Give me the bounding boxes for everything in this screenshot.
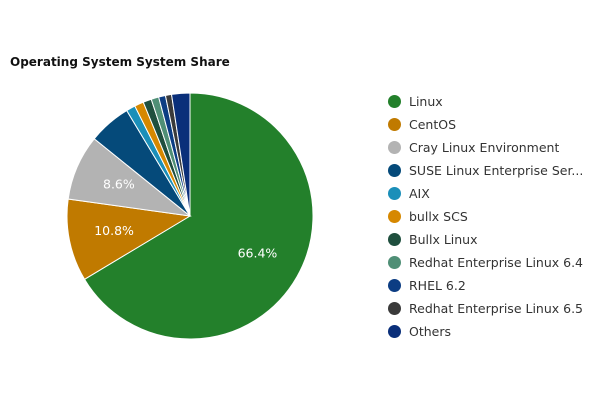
- pie-chart: 66.4% 10.8% 8.6%: [66, 92, 314, 340]
- legend-item-redhat-enterprise-linux-6-4[interactable]: Redhat Enterprise Linux 6.4: [388, 251, 583, 274]
- legend-swatch: [388, 233, 401, 246]
- legend-item-others[interactable]: Others: [388, 320, 583, 343]
- legend-label: bullx SCS: [409, 209, 468, 224]
- legend-item-redhat-enterprise-linux-6-5[interactable]: Redhat Enterprise Linux 6.5: [388, 297, 583, 320]
- legend-item-bullx-linux[interactable]: Bullx Linux: [388, 228, 583, 251]
- legend-item-rhel-6-2[interactable]: RHEL 6.2: [388, 274, 583, 297]
- legend-label: SUSE Linux Enterprise Ser...: [409, 163, 584, 178]
- pie-slice-centos: [66, 198, 192, 280]
- chart-title: Operating System System Share: [10, 55, 230, 69]
- legend-item-bullx-scs[interactable]: bullx SCS: [388, 205, 583, 228]
- legend-label: Redhat Enterprise Linux 6.4: [409, 255, 584, 270]
- legend-item-centos[interactable]: CentOS: [388, 113, 583, 136]
- legend-swatch: [388, 118, 401, 131]
- data-label-centos: 10.8%: [94, 223, 134, 238]
- legend: Linux CentOS Cray Linux Environment SUSE Li…: [388, 90, 583, 343]
- pie-slice-others: [170, 92, 191, 217]
- legend-swatch: [388, 187, 401, 200]
- legend-swatch: [388, 95, 401, 108]
- legend-label: AIX: [409, 186, 430, 201]
- legend-swatch: [388, 164, 401, 177]
- legend-item-aix[interactable]: AIX: [388, 182, 583, 205]
- data-label-linux: 66.4%: [238, 246, 278, 261]
- legend-item-linux[interactable]: Linux: [388, 90, 583, 113]
- legend-label: Cray Linux Environment: [409, 140, 560, 155]
- legend-label: Linux: [409, 94, 443, 109]
- legend-label: Redhat Enterprise Linux 6.5: [409, 301, 584, 316]
- legend-item-suse-linux-enterprise-ser[interactable]: SUSE Linux Enterprise Ser...: [388, 159, 583, 182]
- legend-swatch: [388, 256, 401, 269]
- legend-label: Bullx Linux: [409, 232, 478, 247]
- legend-swatch: [388, 210, 401, 223]
- legend-item-cray-linux-environment[interactable]: Cray Linux Environment: [388, 136, 583, 159]
- pie-slice-linux: [83, 92, 314, 340]
- legend-swatch: [388, 325, 401, 338]
- legend-label: RHEL 6.2: [409, 278, 466, 293]
- legend-swatch: [388, 141, 401, 154]
- data-label-cray-linux-environment: 8.6%: [103, 177, 135, 192]
- legend-swatch: [388, 302, 401, 315]
- legend-swatch: [388, 279, 401, 292]
- legend-label: CentOS: [409, 117, 457, 132]
- legend-label: Others: [409, 324, 452, 339]
